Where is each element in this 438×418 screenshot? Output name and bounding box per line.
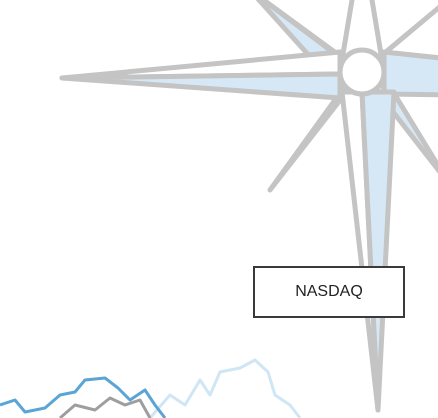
page: NASDAQ (() => { const data = JSON.parse(… [0,0,438,418]
compass-arm [62,74,340,98]
decorative-lines [0,360,300,418]
compass-center [340,50,384,94]
compass-rose [62,0,438,410]
decorative-line [60,398,150,418]
background-graphic [0,0,438,418]
nasdaq-button[interactable]: NASDAQ [253,266,405,318]
decorative-line [0,378,165,418]
decorative-line [150,360,300,418]
compass-arm [384,52,438,95]
